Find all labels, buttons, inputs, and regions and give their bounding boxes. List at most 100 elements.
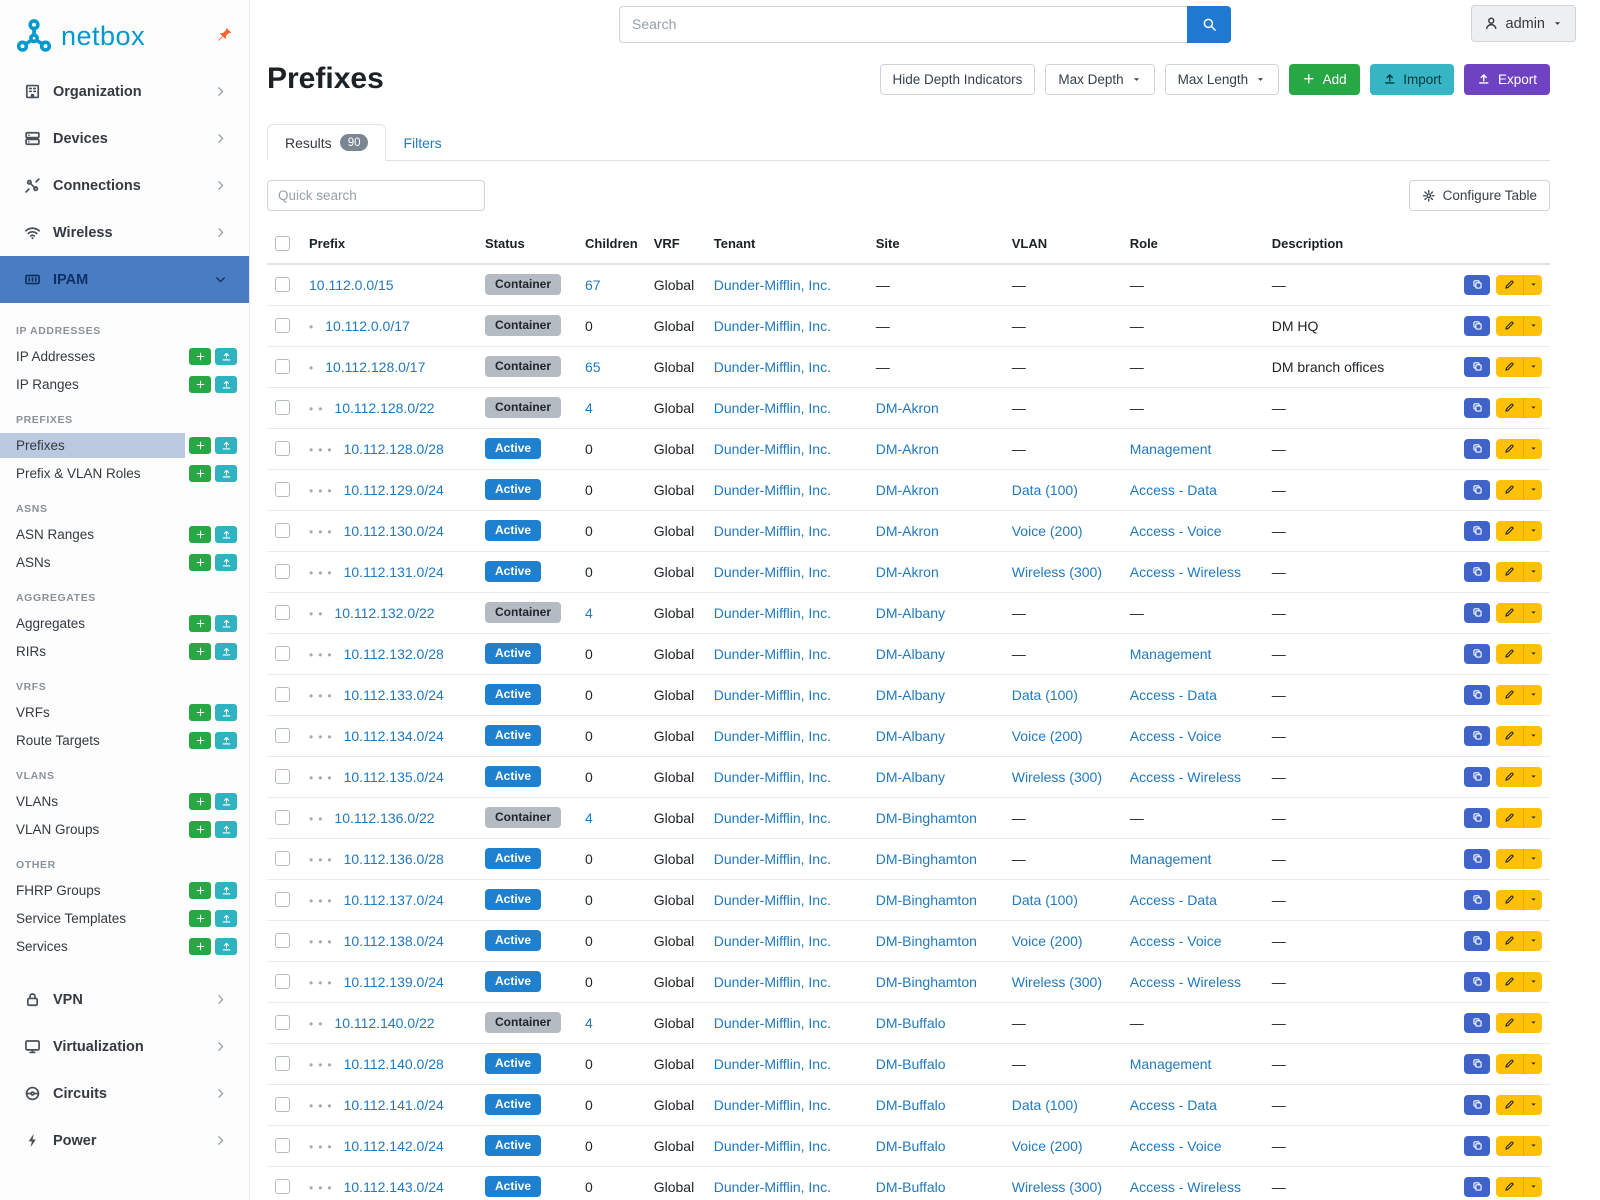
sidebar-item-ip-addresses[interactable]: IP Addresses bbox=[16, 348, 96, 364]
column-header-description[interactable]: Description bbox=[1263, 227, 1444, 265]
role-link[interactable]: Access - Data bbox=[1129, 686, 1217, 703]
edit-dropdown-button[interactable] bbox=[1523, 479, 1542, 500]
clone-button[interactable] bbox=[1464, 274, 1490, 295]
tenant-link[interactable]: Dunder-Mifflin, Inc. bbox=[713, 645, 831, 662]
sidebar-group-devices[interactable]: Devices bbox=[0, 115, 249, 162]
edit-dropdown-button[interactable] bbox=[1523, 520, 1542, 541]
clone-button[interactable] bbox=[1464, 848, 1490, 869]
tenant-link[interactable]: Dunder-Mifflin, Inc. bbox=[713, 563, 831, 580]
row-checkbox[interactable] bbox=[275, 728, 290, 743]
row-checkbox[interactable] bbox=[275, 974, 290, 989]
column-header-role[interactable]: Role bbox=[1121, 227, 1264, 265]
clone-button[interactable] bbox=[1464, 684, 1490, 705]
prefix-link[interactable]: 10.112.0.0/17 bbox=[325, 317, 410, 334]
quick-add-button[interactable] bbox=[189, 642, 211, 660]
prefix-link[interactable]: 10.112.140.0/22 bbox=[334, 1014, 435, 1031]
edit-dropdown-button[interactable] bbox=[1523, 766, 1542, 787]
user-menu-button[interactable]: admin bbox=[1471, 5, 1576, 42]
site-link[interactable]: DM-Akron bbox=[875, 440, 939, 457]
row-checkbox[interactable] bbox=[275, 1179, 290, 1194]
sidebar-item-rirs[interactable]: RIRs bbox=[16, 643, 46, 659]
role-link[interactable]: Access - Voice bbox=[1129, 1137, 1222, 1154]
quick-import-button[interactable] bbox=[215, 436, 237, 454]
edit-button[interactable] bbox=[1496, 684, 1523, 705]
edit-button[interactable] bbox=[1496, 561, 1523, 582]
quick-add-button[interactable] bbox=[189, 792, 211, 810]
quick-add-button[interactable] bbox=[189, 347, 211, 365]
site-link[interactable]: DM-Albany bbox=[875, 604, 945, 621]
row-checkbox[interactable] bbox=[275, 933, 290, 948]
netbox-logo-text[interactable]: netbox bbox=[61, 20, 146, 51]
role-link[interactable]: Access - Voice bbox=[1129, 522, 1222, 539]
prefix-link[interactable]: 10.112.137.0/24 bbox=[343, 891, 444, 908]
role-link[interactable]: Access - Wireless bbox=[1129, 563, 1241, 580]
prefix-link[interactable]: 10.112.132.0/22 bbox=[334, 604, 435, 621]
prefix-link[interactable]: 10.112.131.0/24 bbox=[343, 563, 444, 580]
max-length-dropdown[interactable]: Max Length bbox=[1164, 63, 1280, 95]
row-checkbox[interactable] bbox=[275, 564, 290, 579]
children-count-link[interactable]: 4 bbox=[585, 1014, 593, 1031]
site-link[interactable]: DM-Buffalo bbox=[875, 1178, 946, 1195]
vlan-link[interactable]: Data (100) bbox=[1011, 1096, 1078, 1113]
tenant-link[interactable]: Dunder-Mifflin, Inc. bbox=[713, 481, 831, 498]
edit-dropdown-button[interactable] bbox=[1523, 725, 1542, 746]
edit-button[interactable] bbox=[1496, 1053, 1523, 1074]
vlan-link[interactable]: Wireless (300) bbox=[1011, 1178, 1102, 1195]
prefix-link[interactable]: 10.112.0.0/15 bbox=[309, 276, 394, 293]
role-link[interactable]: Management bbox=[1129, 850, 1212, 867]
prefix-link[interactable]: 10.112.133.0/24 bbox=[343, 686, 444, 703]
sidebar-item-ip-ranges[interactable]: IP Ranges bbox=[16, 376, 79, 392]
edit-dropdown-button[interactable] bbox=[1523, 684, 1542, 705]
sidebar-group-wireless[interactable]: Wireless bbox=[0, 209, 249, 256]
quick-add-button[interactable] bbox=[189, 436, 211, 454]
site-link[interactable]: DM-Binghamton bbox=[875, 850, 977, 867]
prefix-link[interactable]: 10.112.134.0/24 bbox=[343, 727, 444, 744]
edit-dropdown-button[interactable] bbox=[1523, 889, 1542, 910]
clone-button[interactable] bbox=[1464, 520, 1490, 541]
vlan-link[interactable]: Voice (200) bbox=[1011, 727, 1083, 744]
tenant-link[interactable]: Dunder-Mifflin, Inc. bbox=[713, 809, 831, 826]
row-checkbox[interactable] bbox=[275, 646, 290, 661]
role-link[interactable]: Management bbox=[1129, 440, 1212, 457]
quick-add-button[interactable] bbox=[189, 820, 211, 838]
tenant-link[interactable]: Dunder-Mifflin, Inc. bbox=[713, 399, 831, 416]
column-header-status[interactable]: Status bbox=[477, 227, 577, 265]
tenant-link[interactable]: Dunder-Mifflin, Inc. bbox=[713, 317, 831, 334]
row-checkbox[interactable] bbox=[275, 400, 290, 415]
quick-import-button[interactable] bbox=[215, 703, 237, 721]
quick-import-button[interactable] bbox=[215, 792, 237, 810]
clone-button[interactable] bbox=[1464, 643, 1490, 664]
sidebar-group-circuits[interactable]: Circuits bbox=[0, 1070, 249, 1117]
children-count-link[interactable]: 4 bbox=[585, 604, 593, 621]
edit-button[interactable] bbox=[1496, 520, 1523, 541]
sidebar-group-virtualization[interactable]: Virtualization bbox=[0, 1023, 249, 1070]
row-checkbox[interactable] bbox=[275, 523, 290, 538]
row-checkbox[interactable] bbox=[275, 892, 290, 907]
hide-depth-indicators-button[interactable]: Hide Depth Indicators bbox=[879, 63, 1036, 95]
global-search-button[interactable] bbox=[1187, 5, 1231, 43]
edit-button[interactable] bbox=[1496, 766, 1523, 787]
clone-button[interactable] bbox=[1464, 438, 1490, 459]
edit-dropdown-button[interactable] bbox=[1523, 397, 1542, 418]
row-checkbox[interactable] bbox=[275, 482, 290, 497]
row-checkbox[interactable] bbox=[275, 318, 290, 333]
tenant-link[interactable]: Dunder-Mifflin, Inc. bbox=[713, 686, 831, 703]
quick-add-button[interactable] bbox=[189, 937, 211, 955]
site-link[interactable]: DM-Akron bbox=[875, 563, 939, 580]
clone-button[interactable] bbox=[1464, 1012, 1490, 1033]
sidebar-item-prefixes[interactable]: Prefixes bbox=[0, 432, 185, 458]
quick-add-button[interactable] bbox=[189, 614, 211, 632]
role-link[interactable]: Access - Wireless bbox=[1129, 1178, 1241, 1195]
sidebar-item-route-targets[interactable]: Route Targets bbox=[16, 732, 100, 748]
clone-button[interactable] bbox=[1464, 1053, 1490, 1074]
role-link[interactable]: Management bbox=[1129, 1055, 1212, 1072]
edit-button[interactable] bbox=[1496, 807, 1523, 828]
row-checkbox[interactable] bbox=[275, 687, 290, 702]
edit-dropdown-button[interactable] bbox=[1523, 971, 1542, 992]
prefix-link[interactable]: 10.112.139.0/24 bbox=[343, 973, 444, 990]
vlan-link[interactable]: Wireless (300) bbox=[1011, 973, 1102, 990]
site-link[interactable]: DM-Buffalo bbox=[875, 1014, 946, 1031]
prefix-link[interactable]: 10.112.136.0/28 bbox=[343, 850, 444, 867]
row-checkbox[interactable] bbox=[275, 851, 290, 866]
edit-button[interactable] bbox=[1496, 848, 1523, 869]
